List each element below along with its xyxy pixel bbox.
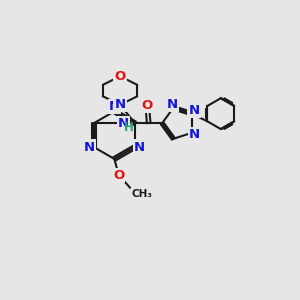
Text: N: N [189, 128, 200, 141]
Text: N: N [188, 104, 200, 117]
Text: N: N [134, 140, 145, 154]
Text: N: N [115, 98, 126, 111]
Text: N: N [166, 98, 178, 111]
Text: H: H [124, 121, 134, 134]
Text: CH₃: CH₃ [132, 189, 153, 199]
Text: O: O [113, 169, 124, 182]
Text: N: N [84, 140, 95, 154]
Text: O: O [142, 99, 153, 112]
Text: N: N [109, 100, 120, 113]
Text: O: O [114, 70, 126, 83]
Text: N: N [118, 117, 129, 130]
